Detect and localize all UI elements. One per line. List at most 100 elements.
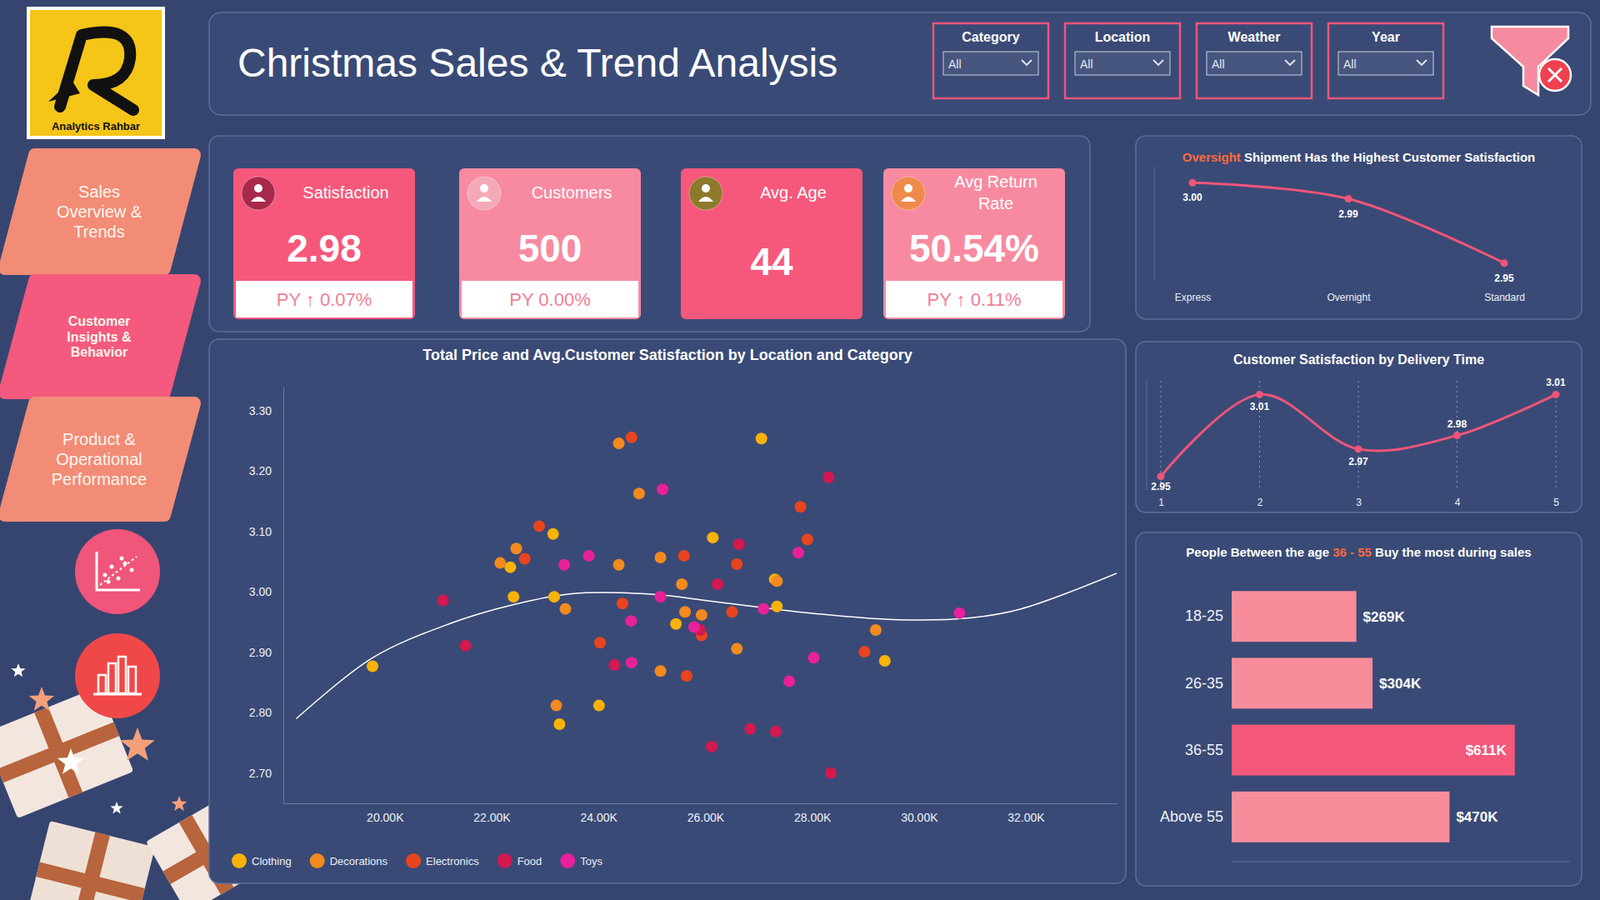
kpi-icon-glyph — [480, 184, 489, 193]
icon-glyph — [108, 663, 116, 694]
logo-mark — [48, 80, 80, 102]
kpi-icon-glyph — [698, 196, 714, 202]
scatter-point — [680, 670, 693, 682]
nav-label: SalesOverview &Trends — [56, 182, 143, 240]
header-panel — [209, 12, 1591, 115]
scatter-point — [625, 656, 638, 669]
nav-button[interactable] — [5, 155, 195, 269]
x-tick: Express — [1175, 291, 1211, 304]
text-line: Product & — [62, 430, 136, 449]
line-marker — [1453, 431, 1461, 440]
clear-filter-icon — [1548, 68, 1562, 82]
decor-star — [120, 727, 155, 761]
chart-panel — [209, 339, 1126, 884]
nav-icon-button[interactable] — [75, 529, 160, 615]
scatter-point — [656, 483, 669, 495]
scatter-point — [366, 660, 379, 673]
line-chart: Oversight Shipment Has the Highest Custo… — [1154, 150, 1535, 304]
y-axis: 2.702.802.903.003.103.203.30 — [249, 387, 285, 805]
kpi-py: PY ↑ 0.07% — [276, 289, 373, 310]
scatter-point — [583, 550, 595, 562]
line-marker — [1552, 390, 1560, 399]
data-label: 2.98 — [1447, 418, 1468, 430]
kpi-icon — [241, 176, 275, 210]
x-axis-line — [284, 803, 1118, 805]
x-axis: Express Overnight Standard — [1175, 291, 1525, 304]
scatter-point — [711, 578, 724, 590]
filter-dropdown[interactable] — [1206, 51, 1302, 75]
y-axis: 18-2526-3536-55Above 55 — [1160, 607, 1232, 825]
chart-panel — [1135, 341, 1582, 513]
data-label: $611K — [1465, 742, 1508, 759]
legend-swatch — [231, 853, 247, 869]
y-axis-line — [283, 387, 285, 805]
filter-dropdown[interactable] — [1338, 51, 1434, 75]
data-label: $470K — [1455, 809, 1499, 825]
nav-button[interactable] — [5, 280, 195, 393]
line-marker — [1345, 195, 1353, 203]
dropdown-chevron — [1285, 60, 1295, 65]
decor-star — [110, 801, 123, 814]
line-marker — [1355, 445, 1363, 453]
legend-label: Electronics — [425, 855, 480, 868]
y-axis-line — [1146, 380, 1148, 490]
scatter-point — [593, 700, 605, 712]
scatter-point — [757, 603, 770, 615]
scatter-point — [594, 636, 606, 649]
x-tick-label: 24.00K — [580, 810, 619, 825]
scatter-point — [548, 590, 560, 603]
title-highlight: Oversight — [1182, 150, 1241, 165]
scatter-point — [695, 609, 708, 621]
x-tick: Standard — [1484, 291, 1525, 304]
gift-ribbon — [0, 721, 120, 783]
x-tick-label: 30.00K — [900, 810, 939, 825]
x-tick: 24.00K — [580, 803, 619, 825]
scatter-point — [670, 618, 682, 630]
x-tick-label: Express — [1175, 291, 1211, 304]
x-tick: 30.00K — [900, 803, 939, 825]
scatter-point — [808, 651, 820, 664]
page-title: Christmas Sales & Trend Analysis — [237, 40, 838, 85]
scatter-point — [625, 431, 638, 444]
x-axis: 12345 — [1158, 496, 1560, 509]
filter-dropdown[interactable] — [1075, 51, 1170, 75]
x-tick: 20.00K — [366, 803, 405, 825]
kpi-py: PY 0.00% — [509, 289, 590, 310]
data-label: 2.95 — [1494, 272, 1515, 285]
y-axis-line — [1154, 166, 1155, 280]
nav-label: Product &OperationalPerformance — [51, 430, 148, 488]
logo-mark — [60, 32, 134, 111]
decor-star — [29, 686, 55, 711]
y-tick: 18-25 — [1185, 607, 1232, 625]
kpi-icon — [467, 176, 501, 210]
icon-glyph — [118, 656, 126, 694]
nav-button[interactable] — [5, 403, 195, 515]
scatter-point — [558, 559, 570, 571]
chart-title: Total Price and Avg.Customer Satisfactio… — [422, 346, 912, 364]
scatter-point — [688, 620, 700, 633]
title-highlight: 36 - 55 — [1332, 545, 1372, 560]
filter-dropdown[interactable] — [943, 51, 1039, 75]
bar — [1231, 657, 1373, 709]
x-tick: Overnight — [1326, 291, 1371, 304]
scatter-point — [613, 559, 625, 571]
y-tick: 2.70 — [249, 766, 284, 780]
y-tick: 2.90 — [249, 645, 284, 660]
kpi-icon-glyph — [476, 196, 492, 202]
chart-title: Oversight Shipment Has the Highest Custo… — [1182, 150, 1535, 165]
decor-star — [170, 795, 187, 811]
filter-label: Category — [961, 30, 1020, 45]
scatter-point — [795, 500, 807, 513]
filter-box — [933, 23, 1049, 99]
legend-swatch — [497, 853, 513, 869]
text-line: Avg Return — [954, 172, 1038, 191]
line-marker — [1189, 179, 1197, 187]
bar-chart: People Between the age 36 - 55 Buy the m… — [1160, 545, 1570, 862]
icon-glyph — [123, 561, 128, 566]
title-part: People Between the age — [1185, 545, 1333, 560]
filter-label: Weather — [1228, 30, 1281, 45]
legend-swatch — [405, 853, 421, 869]
nav-icon-button[interactable] — [75, 633, 160, 719]
kpi-title: Avg ReturnRate — [954, 172, 1038, 213]
y-tick-label: 3.30 — [249, 404, 272, 418]
